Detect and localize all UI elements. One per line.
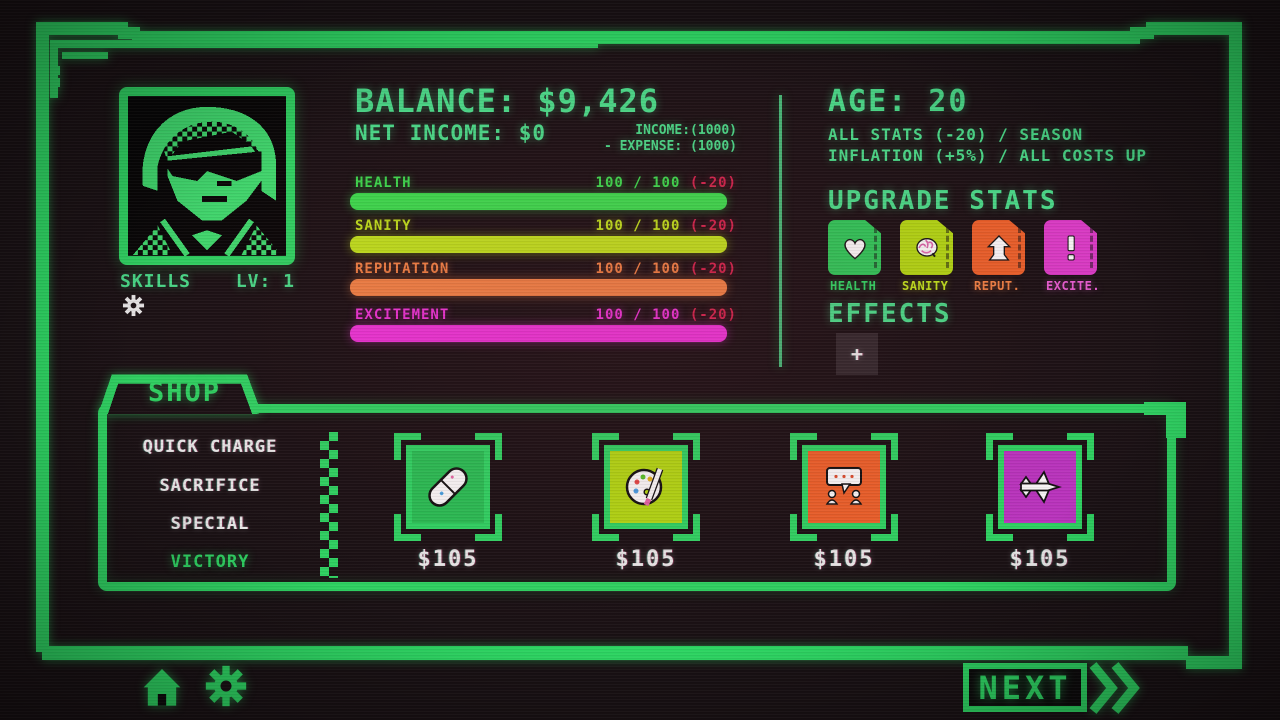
bracket-corner — [673, 433, 700, 460]
stat-label: HEALTH — [355, 175, 412, 191]
portrait-pixel-art — [128, 97, 286, 257]
shop-item-chat[interactable]: $105 — [790, 433, 898, 575]
season-effect-text: ALL STATS (-20) / SEASON — [828, 125, 1084, 144]
shop-panel — [98, 404, 1176, 591]
settings-gear-button[interactable] — [204, 664, 248, 708]
bracket-corner — [986, 433, 1013, 460]
upgrade-health-label: HEALTH — [830, 279, 877, 293]
bracket-corner — [673, 514, 700, 541]
upgrade-excitement-label: EXCITE. — [1046, 279, 1101, 293]
shop-tab-special[interactable]: SPECIAL — [170, 514, 250, 534]
stat-value: 100 / 100 (-20) — [595, 175, 737, 191]
stat-label: SANITY — [355, 218, 412, 234]
bracket-corner — [592, 433, 619, 460]
shop-tab-sacrifice[interactable]: SACRIFICE — [159, 476, 261, 496]
age-text: AGE: 20 — [828, 84, 969, 119]
next-button[interactable]: NEXT — [963, 663, 1087, 712]
bracket-corner — [394, 433, 421, 460]
chat-bubble-icon — [825, 467, 863, 505]
upgrade-reputation-button[interactable] — [972, 220, 1025, 275]
upgrade-health-button[interactable] — [828, 220, 881, 275]
bracket-corner — [592, 514, 619, 541]
brain-icon — [915, 237, 938, 257]
item-tile — [604, 445, 688, 529]
vertical-divider — [779, 95, 782, 367]
upgrade-reputation-label: REPUT. — [974, 279, 1021, 293]
bracket-corner — [1067, 514, 1094, 541]
bracket-corner — [475, 514, 502, 541]
upgrade-stats-title: UPGRADE STATS — [828, 186, 1058, 216]
reputation-bar — [350, 279, 727, 296]
income-text: INCOME:(1000) — [635, 123, 737, 138]
stat-label: REPUTATION — [355, 261, 450, 277]
health-bar — [350, 193, 727, 210]
upgrade-cards: HEALTH SANITY REPUT. EXCITE. — [828, 220, 1118, 295]
upgrade-sanity-button[interactable] — [900, 220, 953, 275]
shop-tab-victory[interactable]: VICTORY — [170, 552, 250, 572]
balance-text: BALANCE: $9,426 — [355, 82, 659, 120]
shop-item-palette[interactable]: $105 — [592, 433, 700, 575]
expense-text: - EXPENSE: (1000) — [603, 139, 737, 154]
bracket-corner — [475, 433, 502, 460]
shop-item-jet[interactable]: $105 — [986, 433, 1094, 575]
inflation-effect-text: INFLATION (+5%) / ALL COSTS UP — [828, 146, 1147, 165]
stat-delta: (-20) — [689, 261, 737, 277]
exclamation-icon — [1067, 234, 1075, 261]
shop-tab-quick-charge[interactable]: QUICK CHARGE — [142, 437, 278, 457]
stat-delta: (-20) — [689, 175, 737, 191]
stat-label: EXCITEMENT — [355, 307, 450, 323]
shop-title: SHOP — [147, 377, 222, 408]
palette-icon — [625, 467, 664, 507]
skills-gear-icon[interactable] — [122, 294, 145, 317]
item-tile — [998, 445, 1082, 529]
bracket-corner — [394, 514, 421, 541]
net-income-text: NET INCOME: $0 — [355, 121, 547, 145]
checker-divider — [320, 432, 338, 578]
deco-line — [50, 40, 598, 48]
character-portrait — [119, 87, 295, 265]
bracket-corner — [986, 514, 1013, 541]
upgrade-excitement-button[interactable] — [1044, 220, 1097, 275]
item-price: $105 — [813, 547, 875, 572]
excitement-bar — [350, 325, 727, 342]
effects-title: EFFECTS — [828, 299, 952, 329]
next-button-label: NEXT — [978, 668, 1072, 707]
level-label: LV: 1 — [235, 271, 295, 292]
shop-item-pill[interactable]: $105 — [394, 433, 502, 575]
item-price: $105 — [417, 547, 479, 572]
item-price: $105 — [615, 547, 677, 572]
plus-icon: + — [850, 342, 864, 366]
shop-tab-shape — [98, 374, 262, 414]
home-button[interactable] — [142, 666, 182, 712]
stat-delta: (-20) — [689, 218, 737, 234]
chevron-right-icon — [1089, 662, 1140, 714]
upgrade-sanity-label: SANITY — [902, 279, 949, 293]
heart-icon — [843, 238, 866, 260]
skills-label: SKILLS — [120, 271, 192, 292]
jet-plane-icon — [1019, 470, 1062, 504]
bracket-corner — [871, 433, 898, 460]
item-tile — [406, 445, 490, 529]
arrow-up-icon — [986, 234, 1011, 261]
bracket-corner — [790, 514, 817, 541]
bracket-corner — [790, 433, 817, 460]
bracket-corner — [1067, 433, 1094, 460]
item-tile — [802, 445, 886, 529]
pill-icon — [428, 467, 468, 507]
stat-delta: (-20) — [689, 307, 737, 323]
shop-corner-block — [1166, 402, 1186, 438]
sanity-bar — [350, 236, 727, 253]
stat-value: 100 / 100 (-20) — [595, 261, 737, 277]
add-effect-button[interactable]: + — [836, 333, 878, 375]
stat-value: 100 / 100 (-20) — [595, 307, 737, 323]
item-price: $105 — [1009, 547, 1071, 572]
stat-value: 100 / 100 (-20) — [595, 218, 737, 234]
bracket-corner — [871, 514, 898, 541]
